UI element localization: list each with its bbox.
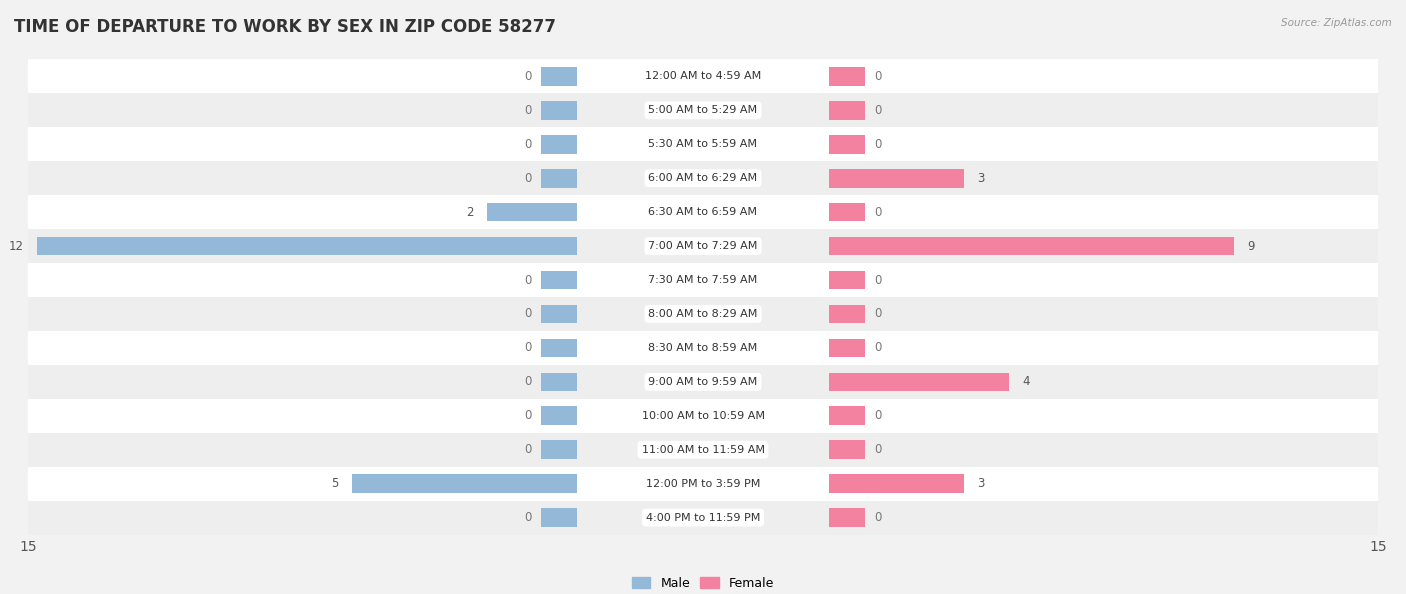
Text: 3: 3 — [977, 477, 984, 490]
Bar — [830, 169, 965, 188]
Text: 8:00 AM to 8:29 AM: 8:00 AM to 8:29 AM — [648, 309, 758, 319]
Bar — [830, 339, 865, 357]
Bar — [28, 93, 1378, 127]
Bar — [486, 203, 576, 222]
Text: 8:30 AM to 8:59 AM: 8:30 AM to 8:59 AM — [648, 343, 758, 353]
Bar — [28, 59, 1378, 93]
Text: 0: 0 — [524, 511, 531, 524]
Bar — [28, 161, 1378, 195]
Bar — [830, 271, 865, 289]
Text: 5:00 AM to 5:29 AM: 5:00 AM to 5:29 AM — [648, 105, 758, 115]
Text: 0: 0 — [524, 273, 531, 286]
Text: 7:00 AM to 7:29 AM: 7:00 AM to 7:29 AM — [648, 241, 758, 251]
Bar — [352, 475, 576, 493]
Text: 0: 0 — [524, 138, 531, 151]
Bar — [541, 169, 576, 188]
Text: Source: ZipAtlas.com: Source: ZipAtlas.com — [1281, 18, 1392, 28]
Text: 0: 0 — [875, 138, 882, 151]
Text: 0: 0 — [875, 104, 882, 117]
Bar — [541, 101, 576, 119]
Bar — [830, 67, 865, 86]
Text: 0: 0 — [875, 70, 882, 83]
Bar — [830, 372, 1010, 391]
Bar — [830, 101, 865, 119]
Text: 12:00 AM to 4:59 AM: 12:00 AM to 4:59 AM — [645, 71, 761, 81]
Text: 4: 4 — [1022, 375, 1031, 388]
Bar — [28, 467, 1378, 501]
Text: 0: 0 — [875, 342, 882, 355]
Text: 4:00 PM to 11:59 PM: 4:00 PM to 11:59 PM — [645, 513, 761, 523]
Text: 6:00 AM to 6:29 AM: 6:00 AM to 6:29 AM — [648, 173, 758, 183]
Bar — [28, 263, 1378, 297]
Text: 0: 0 — [875, 443, 882, 456]
Bar — [541, 135, 576, 154]
Bar — [541, 440, 576, 459]
Bar — [830, 305, 865, 323]
Text: 12: 12 — [8, 239, 24, 252]
Text: 5: 5 — [332, 477, 339, 490]
Text: 0: 0 — [524, 70, 531, 83]
Bar — [28, 229, 1378, 263]
Bar — [541, 339, 576, 357]
Text: 0: 0 — [524, 308, 531, 321]
Text: 0: 0 — [524, 104, 531, 117]
Text: 7:30 AM to 7:59 AM: 7:30 AM to 7:59 AM — [648, 275, 758, 285]
Bar — [37, 237, 576, 255]
Bar — [830, 406, 865, 425]
Bar — [28, 433, 1378, 467]
Text: TIME OF DEPARTURE TO WORK BY SEX IN ZIP CODE 58277: TIME OF DEPARTURE TO WORK BY SEX IN ZIP … — [14, 18, 555, 36]
Text: 11:00 AM to 11:59 AM: 11:00 AM to 11:59 AM — [641, 445, 765, 455]
Text: 0: 0 — [875, 409, 882, 422]
Bar — [830, 508, 865, 527]
Text: 10:00 AM to 10:59 AM: 10:00 AM to 10:59 AM — [641, 411, 765, 421]
Text: 0: 0 — [524, 375, 531, 388]
Bar — [541, 271, 576, 289]
Text: 0: 0 — [524, 342, 531, 355]
Text: 0: 0 — [875, 308, 882, 321]
Bar — [28, 195, 1378, 229]
Text: 0: 0 — [524, 443, 531, 456]
Text: 0: 0 — [875, 273, 882, 286]
Text: 2: 2 — [465, 206, 474, 219]
Bar — [830, 237, 1234, 255]
Legend: Male, Female: Male, Female — [627, 572, 779, 594]
Bar — [541, 406, 576, 425]
Bar — [541, 305, 576, 323]
Text: 3: 3 — [977, 172, 984, 185]
Text: 0: 0 — [524, 172, 531, 185]
Bar — [541, 372, 576, 391]
Text: 9:00 AM to 9:59 AM: 9:00 AM to 9:59 AM — [648, 377, 758, 387]
Bar — [28, 365, 1378, 399]
Bar — [830, 203, 865, 222]
Text: 0: 0 — [524, 409, 531, 422]
Text: 6:30 AM to 6:59 AM: 6:30 AM to 6:59 AM — [648, 207, 758, 217]
Bar — [28, 297, 1378, 331]
Bar — [541, 67, 576, 86]
Bar — [28, 399, 1378, 433]
Bar — [28, 127, 1378, 161]
Text: 12:00 PM to 3:59 PM: 12:00 PM to 3:59 PM — [645, 479, 761, 489]
Bar — [541, 508, 576, 527]
Bar — [830, 475, 965, 493]
Bar — [830, 440, 865, 459]
Bar — [28, 331, 1378, 365]
Text: 0: 0 — [875, 206, 882, 219]
Text: 0: 0 — [875, 511, 882, 524]
Text: 9: 9 — [1247, 239, 1256, 252]
Text: 5:30 AM to 5:59 AM: 5:30 AM to 5:59 AM — [648, 139, 758, 149]
Bar — [28, 501, 1378, 535]
Bar — [830, 135, 865, 154]
